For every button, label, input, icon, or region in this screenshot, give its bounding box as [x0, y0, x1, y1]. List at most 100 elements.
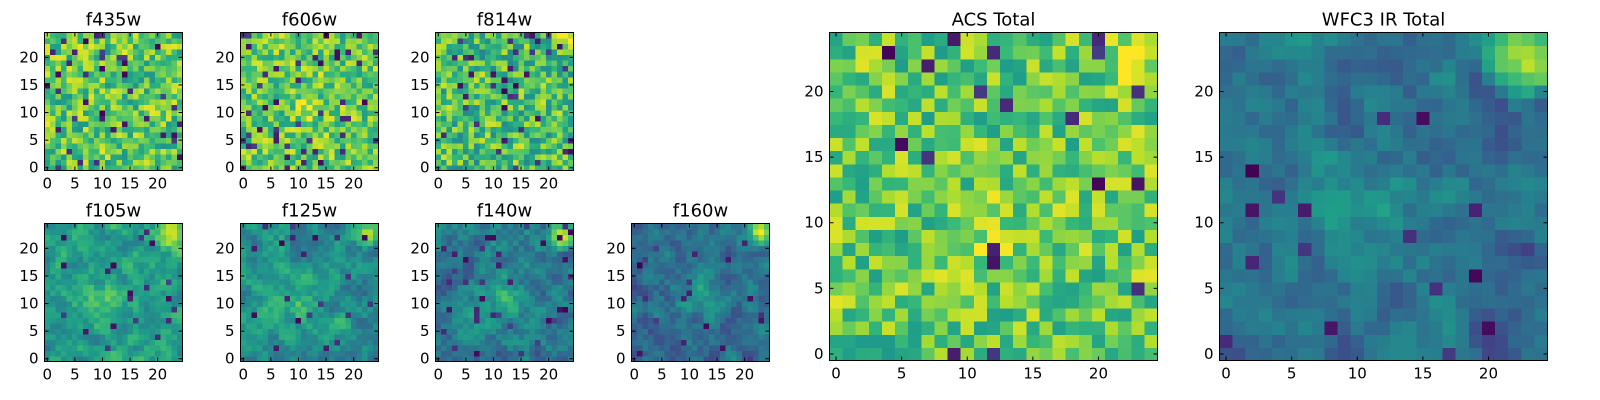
heatmap-cell: [540, 300, 547, 307]
heatmap-cell: [631, 344, 638, 352]
heatmap-cell: [496, 109, 503, 116]
heatmap-cell: [301, 159, 308, 166]
heatmap-cell: [1144, 163, 1159, 178]
heatmap-cell: [116, 284, 123, 291]
heatmap-cell: [105, 240, 112, 247]
heatmap-cell: [99, 43, 106, 50]
heatmap-cell: [947, 203, 962, 217]
heatmap-cell: [1013, 229, 1027, 244]
heatmap-cell: [523, 71, 530, 78]
heatmap-cell: [246, 256, 253, 263]
heatmap-cell: [94, 234, 101, 241]
heatmap-cell: [312, 76, 319, 83]
heatmap-cell: [474, 256, 481, 263]
heatmap-cell: [670, 267, 677, 274]
heatmap-cell: [240, 350, 247, 357]
heatmap-cell: [895, 242, 909, 257]
heatmap-cell: [94, 120, 101, 127]
heatmap-cell: [435, 43, 442, 50]
heatmap-cell: [752, 339, 760, 346]
heatmap-cell: [334, 262, 341, 269]
heatmap-cell: [50, 54, 57, 61]
heatmap-cells: [44, 32, 184, 172]
heatmap-cell: [165, 148, 173, 155]
heatmap-cell: [339, 32, 346, 39]
heatmap-cell: [468, 98, 475, 105]
heatmap-cell: [110, 164, 117, 172]
heatmap-cell: [664, 311, 671, 318]
heatmap-cell: [670, 284, 677, 291]
heatmap-cell: [66, 137, 73, 144]
heatmap-cell: [55, 38, 62, 45]
heatmap-cell: [908, 268, 922, 283]
heatmap-cell: [1078, 321, 1093, 335]
heatmap-cell: [306, 49, 313, 56]
heatmap-cell: [77, 153, 84, 161]
heatmap-cell: [479, 76, 486, 83]
heatmap-cell: [512, 328, 519, 335]
heatmap-cell: [659, 306, 666, 313]
heatmap-cell: [518, 328, 525, 335]
heatmap-cell: [257, 43, 264, 50]
heatmap-cell: [934, 229, 949, 244]
heatmap-cell: [44, 322, 51, 329]
heatmap-cell: [463, 328, 470, 335]
heatmap-cell: [512, 54, 519, 61]
heatmap-cell: [468, 306, 475, 313]
heatmap-cell: [50, 223, 57, 230]
heatmap-cell: [99, 93, 106, 100]
heatmap-cell: [361, 43, 369, 50]
heatmap-cell: [1000, 347, 1014, 362]
heatmap-cell: [83, 251, 90, 258]
heatmap-cell: [648, 317, 655, 324]
heatmap-cell: [490, 126, 497, 133]
heatmap-cell: [138, 333, 145, 341]
heatmap-cell: [479, 251, 486, 258]
heatmap-cell: [160, 71, 167, 78]
heatmap-cell: [72, 120, 79, 127]
heatmap-cell: [367, 251, 374, 258]
heatmap-cell: [268, 87, 275, 94]
heatmap-cell: [556, 159, 564, 166]
heatmap-cell: [468, 60, 475, 67]
heatmap-cell: [741, 344, 749, 352]
heatmap-cell: [328, 306, 335, 313]
heatmap-cell: [452, 355, 459, 363]
heatmap-cell: [301, 43, 308, 50]
heatmap-cell: [334, 289, 341, 296]
heatmap-cell: [72, 153, 79, 161]
heatmap-cell: [551, 82, 558, 89]
heatmap-cell: [339, 322, 346, 329]
heatmap-cell: [474, 137, 481, 144]
heatmap-cell: [485, 278, 492, 285]
heatmap-cell: [501, 65, 508, 72]
heatmap-cell: [105, 295, 112, 302]
heatmap-cell: [556, 267, 564, 274]
heatmap-cell: [1105, 203, 1119, 217]
heatmap-cell: [686, 262, 693, 269]
heatmap-cell: [507, 120, 514, 127]
heatmap-cell: [121, 120, 128, 127]
heatmap-cell: [66, 153, 73, 161]
heatmap-cell: [452, 295, 459, 302]
heatmap-cell: [116, 76, 123, 83]
heatmap-cell: [94, 137, 101, 144]
heatmap-cell: [77, 328, 84, 335]
heatmap-cell: [540, 159, 547, 166]
heatmap-cell: [490, 148, 497, 155]
heatmap-cell: [339, 295, 346, 302]
heatmap-cell: [452, 317, 459, 324]
heatmap-cell: [143, 131, 150, 138]
heatmap-cell: [512, 115, 519, 122]
heatmap-cell: [356, 98, 363, 105]
heatmap-cell: [328, 251, 335, 258]
heatmap-cell: [758, 267, 765, 274]
heatmap-cell: [306, 256, 313, 263]
heatmap-cell: [479, 159, 486, 166]
heatmap-cell: [334, 322, 341, 329]
heatmap-cell: [72, 159, 79, 166]
heatmap-cell: [512, 262, 519, 269]
heatmap-cell: [88, 245, 95, 252]
heatmap-cell: [160, 32, 167, 39]
heatmap-cell: [653, 256, 660, 263]
